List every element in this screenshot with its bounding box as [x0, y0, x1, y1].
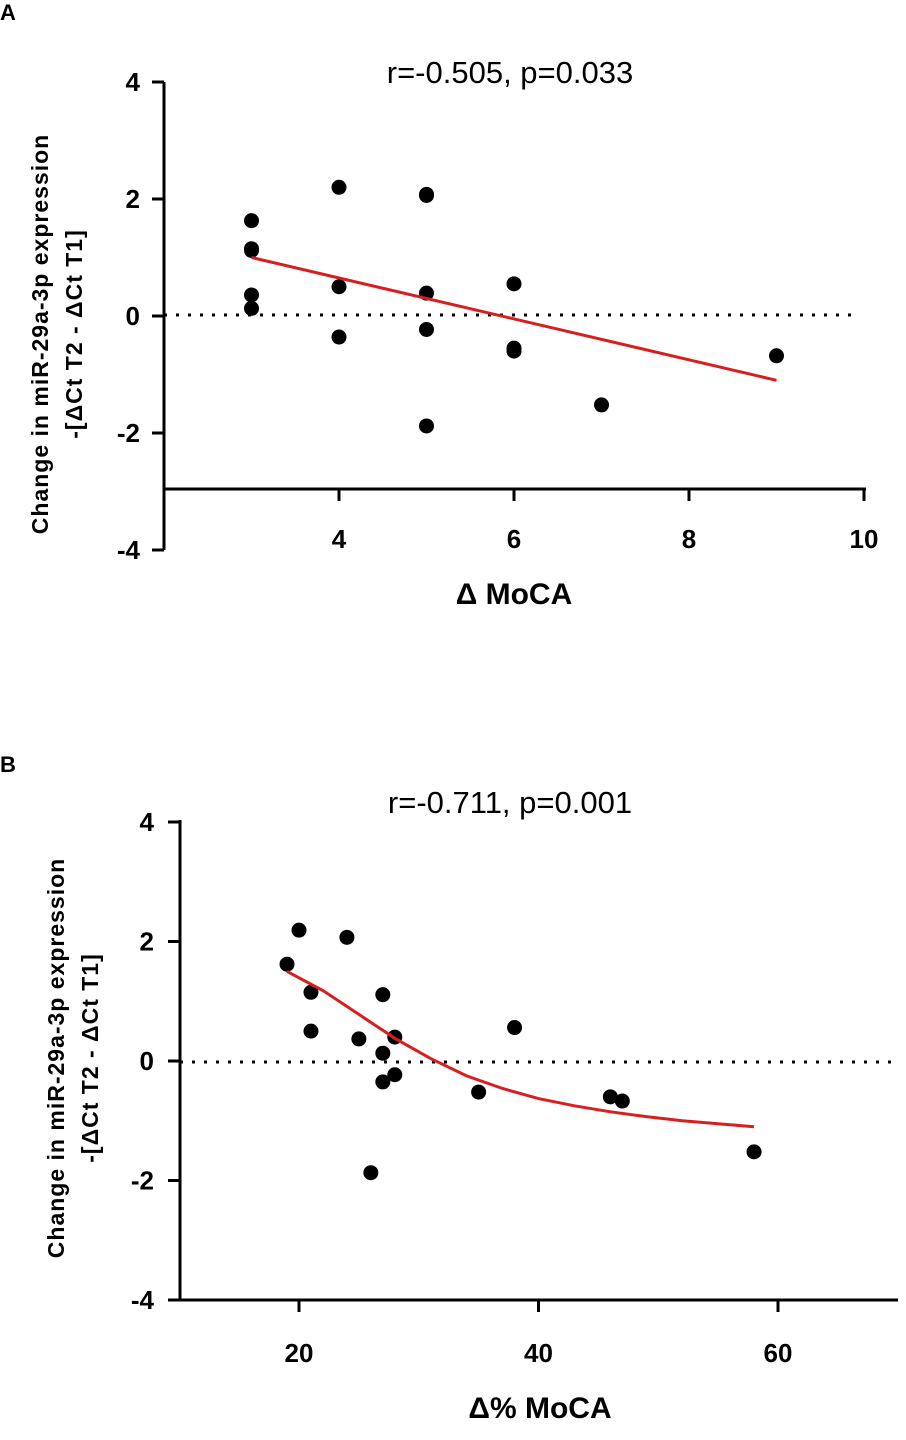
- panel-a-x-tick-label: 10: [850, 524, 879, 554]
- panel-b-data-point: [351, 1031, 367, 1047]
- panel-a-data-point: [419, 418, 434, 434]
- panel-a-y-axis-title-line1: Change in miR-29a-3p expression: [27, 134, 53, 534]
- panel-b-data-point: [363, 1165, 379, 1181]
- panel-b-x-tick-label: 60: [764, 1338, 793, 1368]
- panel-a: A r=-0.505, p=0.033 Change in miR-29a-3p…: [0, 0, 878, 611]
- panel-a-x-tick-label: 6: [507, 524, 521, 554]
- panel-a-x-axis-title: Δ MoCA: [456, 578, 573, 611]
- panel-a-y-tick-label: 2: [126, 184, 140, 214]
- panel-a-y-ticks: 4 2 0 -2 -4: [117, 67, 164, 565]
- panel-a-y-tick-label: -4: [117, 535, 141, 565]
- panel-a-y-tick-label: 0: [126, 301, 140, 331]
- panel-a-data-point: [769, 348, 784, 364]
- panel-a-data-point: [506, 276, 522, 292]
- panel-b-data-points: [279, 922, 762, 1181]
- panel-b-y-tick-label: -2: [131, 1166, 154, 1196]
- panel-a-data-points: [244, 179, 784, 434]
- panel-b-x-axis-title: Δ% MoCA: [468, 1392, 611, 1425]
- panel-a-data-point: [419, 187, 434, 203]
- panel-b-y-axis-title-line2: -[ΔCt T2 - ΔCt T1]: [77, 953, 103, 1162]
- panel-b-y-tick-label: 2: [140, 927, 154, 957]
- panel-a-y-axis-title-line2: -[ΔCt T2 - ΔCt T1]: [61, 229, 87, 438]
- panel-b-data-point: [387, 1067, 403, 1083]
- panel-a-data-point: [419, 321, 434, 337]
- panel-b-x-ticks: 20 40 60: [285, 1300, 793, 1368]
- panel-b-y-axis-title-line1: Change in miR-29a-3p expression: [43, 858, 69, 1258]
- panel-a-x-tick-label: 8: [682, 524, 696, 554]
- panel-b-data-point: [303, 1023, 319, 1039]
- panel-b-data-point: [471, 1084, 487, 1100]
- panel-a-data-point: [331, 329, 347, 345]
- panel-b-y-ticks: 4 2 0 -2 -4: [131, 807, 180, 1315]
- panel-b-x-tick-label: 40: [524, 1338, 553, 1368]
- panel-a-data-point: [331, 179, 347, 195]
- panel-b-data-point: [279, 956, 295, 972]
- panel-b-fit-curve: [286, 970, 755, 1129]
- panel-b-data-point: [375, 1074, 391, 1090]
- panel-a-x-ticks: 4 6 8 10: [332, 489, 879, 554]
- panel-b-data-point: [602, 1089, 618, 1105]
- panel-b-data-point: [375, 1045, 391, 1061]
- panel-a-data-point: [594, 397, 609, 413]
- panel-b-data-point: [291, 922, 307, 938]
- panel-label-b: B: [0, 752, 16, 777]
- panel-b-data-point: [303, 984, 319, 1000]
- panel-a-y-tick-label: 4: [126, 67, 141, 97]
- panel-b-data-point: [375, 987, 391, 1003]
- panel-a-correlation-annotation: r=-0.505, p=0.033: [387, 55, 633, 90]
- panel-b-x-tick-label: 20: [285, 1338, 314, 1368]
- panel-a-regression-line: [251, 256, 777, 382]
- panel-b-y-tick-label: 0: [140, 1046, 154, 1076]
- panel-a-y-tick-label: -2: [117, 418, 140, 448]
- panel-label-a: A: [0, 0, 16, 25]
- panel-b-data-point: [746, 1144, 762, 1160]
- panel-b-y-tick-label: 4: [140, 807, 155, 837]
- panel-a-data-point: [244, 287, 259, 303]
- panel-a-data-point: [506, 343, 522, 359]
- panel-b-data-point: [614, 1093, 630, 1109]
- panel-a-data-point: [331, 279, 347, 295]
- panel-a-data-point: [244, 213, 259, 229]
- panel-a-data-point: [244, 300, 259, 316]
- panel-b-data-point: [507, 1020, 523, 1036]
- panel-b: B r=-0.711, p=0.001 Change in miR-29a-3p…: [0, 752, 898, 1425]
- panel-a-data-point: [244, 242, 259, 258]
- panel-b-y-tick-label: -4: [131, 1285, 155, 1315]
- panel-b-data-point: [339, 929, 355, 945]
- panel-b-correlation-annotation: r=-0.711, p=0.001: [388, 785, 632, 820]
- panel-a-x-tick-label: 4: [332, 524, 347, 554]
